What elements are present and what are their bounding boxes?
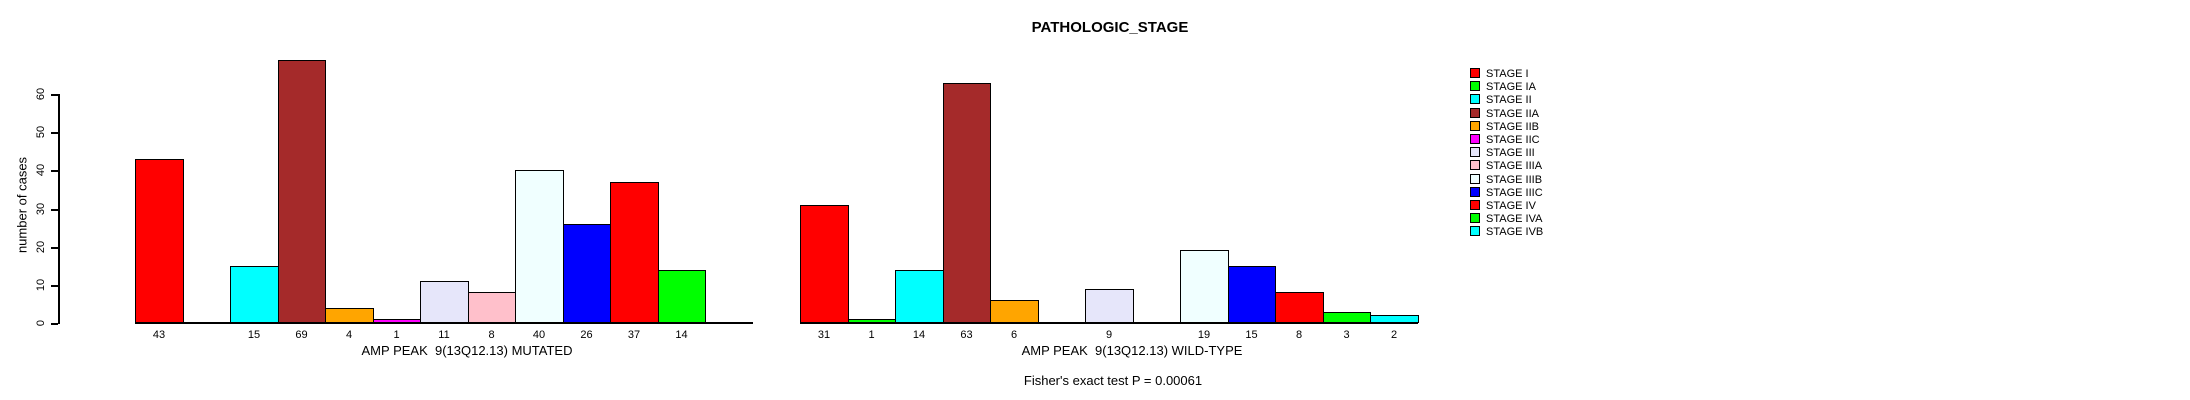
- y-axis-tick: [51, 247, 58, 249]
- bar-count-label: 1: [868, 329, 875, 341]
- bar-count-label: 1: [393, 329, 400, 341]
- legend-label: STAGE IIIA: [1486, 160, 1543, 172]
- bar-wild-type-stage-ivb: [1370, 315, 1419, 323]
- legend-item-stage-ii: STAGE II: [1470, 94, 1670, 106]
- bar-count-label: 69: [295, 329, 308, 341]
- legend-swatch-stage-iii: [1470, 147, 1480, 157]
- y-axis-tick: [51, 132, 58, 134]
- legend-swatch-stage-iiic: [1470, 187, 1480, 197]
- fisher-test-annotation: Fisher's exact test P = 0.00061: [1023, 373, 1203, 388]
- bar-count-label: 2: [1390, 329, 1398, 341]
- legend-item-stage-iib: STAGE IIB: [1470, 121, 1670, 133]
- y-axis-tick: [51, 285, 58, 287]
- legend-item-stage-ia: STAGE IA: [1470, 81, 1670, 93]
- legend-swatch-stage-iia: [1470, 108, 1480, 118]
- bar-mutated-stage-iib: [325, 308, 374, 323]
- bar-mutated-stage-iv: [610, 182, 659, 323]
- legend-swatch-stage-iib: [1470, 121, 1480, 131]
- bar-mutated-stage-iia: [278, 60, 326, 323]
- bar-wild-type-stage-iii: [1085, 289, 1134, 323]
- legend-label: STAGE II: [1486, 94, 1532, 106]
- legend-swatch-stage-iv: [1470, 200, 1480, 210]
- legend-item-stage-ivb: STAGE IVB: [1470, 226, 1670, 238]
- legend-label: STAGE IIIC: [1486, 187, 1543, 199]
- legend-swatch-stage-ivb: [1470, 226, 1480, 236]
- legend-label: STAGE IVB: [1486, 226, 1544, 238]
- legend-label: STAGE IIC: [1486, 134, 1540, 146]
- bar-count-label: 8: [488, 329, 495, 341]
- y-axis-tick: [51, 323, 58, 325]
- bar-mutated-stage-i: [135, 159, 184, 323]
- bar-count-label: 19: [1197, 329, 1211, 341]
- y-axis-tick: [51, 209, 58, 211]
- bar-count-label: 15: [247, 329, 261, 341]
- bar-count-label: 31: [817, 329, 831, 341]
- bar-wild-type-stage-iib: [990, 300, 1039, 323]
- legend-swatch-stage-iiib: [1470, 174, 1480, 184]
- bar-wild-type-stage-iia: [943, 83, 991, 323]
- bar-count-label: 43: [152, 329, 166, 341]
- bar-count-label: 15: [1245, 329, 1258, 341]
- bar-count-label: 14: [675, 329, 688, 341]
- legend-item-stage-iia: STAGE IIA: [1470, 108, 1670, 120]
- y-axis-tick: [51, 94, 58, 96]
- bar-count-label: 11: [438, 329, 450, 341]
- bar-count-label: 26: [580, 329, 593, 341]
- bar-count-label: 9: [1105, 329, 1113, 341]
- legend-swatch-stage-ia: [1470, 81, 1480, 91]
- legend-label: STAGE III: [1486, 147, 1535, 159]
- legend-swatch-stage-ii: [1470, 94, 1480, 104]
- legend-item-stage-iii: STAGE III: [1470, 147, 1670, 159]
- legend-label: STAGE IA: [1486, 81, 1536, 93]
- legend-label: STAGE IV: [1486, 200, 1536, 212]
- legend-item-stage-iv: STAGE IV: [1470, 200, 1670, 212]
- bar-mutated-stage-iva: [658, 270, 706, 323]
- bar-count-label: 8: [1295, 329, 1303, 341]
- bar-count-label: 3: [1343, 329, 1350, 341]
- xlabel-group-wild-type: AMP PEAK 9(13Q12.13) WILD-TYPE: [1021, 343, 1243, 358]
- bar-wild-type-stage-i: [800, 205, 849, 323]
- y-axis-line: [58, 94, 60, 324]
- bar-count-label: 6: [1010, 329, 1018, 341]
- legend-label: STAGE IVA: [1486, 213, 1543, 225]
- bar-count-label: 14: [912, 329, 926, 341]
- legend-item-stage-iic: STAGE IIC: [1470, 134, 1670, 146]
- bar-count-label: 4: [345, 329, 353, 341]
- legend-item-stage-iiic: STAGE IIIC: [1470, 187, 1670, 199]
- legend-swatch-stage-iiia: [1470, 160, 1480, 170]
- legend-swatch-stage-i: [1470, 68, 1480, 78]
- legend-label: STAGE IIB: [1486, 121, 1539, 133]
- xlabel-group-mutated: AMP PEAK 9(13Q12.13) MUTATED: [361, 343, 573, 358]
- legend-label: STAGE I: [1486, 68, 1529, 80]
- bar-count-label: 40: [532, 329, 546, 341]
- bar-mutated-stage-ii: [230, 266, 279, 323]
- bar-mutated-stage-iiia: [468, 292, 516, 323]
- bar-mutated-stage-iii: [420, 281, 469, 323]
- legend-item-stage-i: STAGE I: [1470, 68, 1670, 80]
- legend-swatch-stage-iva: [1470, 213, 1480, 223]
- legend-item-stage-iva: STAGE IVA: [1470, 213, 1670, 225]
- legend-label: STAGE IIIB: [1486, 174, 1543, 186]
- bar-wild-type-stage-iiib: [1180, 250, 1229, 323]
- bar-count-label: 63: [960, 329, 973, 341]
- bar-wild-type-stage-iv: [1275, 292, 1324, 323]
- chart-title: PATHOLOGIC_STAGE: [1031, 19, 1189, 36]
- bar-count-label: 37: [627, 329, 641, 341]
- legend-item-stage-iiib: STAGE IIIB: [1470, 174, 1670, 186]
- legend-label: STAGE IIA: [1486, 108, 1539, 120]
- y-axis-tick: [51, 170, 58, 172]
- legend-item-stage-iiia: STAGE IIIA: [1470, 160, 1670, 172]
- legend-swatch-stage-iic: [1470, 134, 1480, 144]
